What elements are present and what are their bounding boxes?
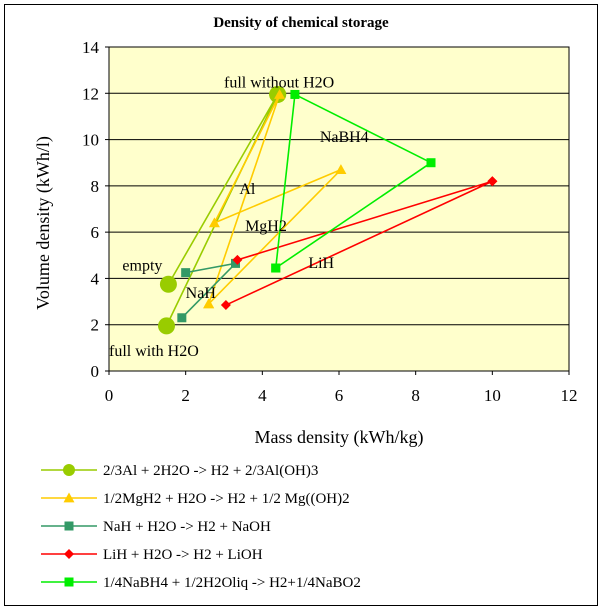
y-tick-label: 10 <box>82 131 99 150</box>
y-tick-label: 14 <box>82 38 100 57</box>
legend-label: 1/4NaBH4 + 1/2H2Oliq -> H2+1/4NaBO2 <box>103 575 361 591</box>
annotation-label: MgH2 <box>245 218 287 235</box>
legend-label: 2/3Al + 2H2O -> H2 + 2/3Al(OH)3 <box>103 463 318 479</box>
chart-frame: Density of chemical storage 0 2 4 6 8 10 12 14 0… <box>4 4 598 606</box>
data-point-circle <box>159 275 177 293</box>
data-point-diamond <box>487 176 498 187</box>
annotation-label: full with H2O <box>109 343 199 360</box>
data-point-square <box>426 158 436 168</box>
annotation-label: Al <box>239 181 256 198</box>
legend: 2/3Al + 2H2O -> H2 + 2/3Al(OH)3 1/2MgH2 +… <box>41 463 361 591</box>
legend-label: LiH + H2O -> H2 + LiOH <box>103 547 263 563</box>
data-point-square <box>64 521 74 531</box>
x-tick-label: 6 <box>335 386 344 405</box>
data-point-square <box>290 89 300 99</box>
y-tick-label: 6 <box>91 223 100 242</box>
annotation-label: NaH <box>186 285 217 302</box>
x-tick-label: 4 <box>258 386 267 405</box>
x-tick-label: 8 <box>411 386 420 405</box>
plot-area: 0 2 4 6 8 10 12 14 0 2 4 6 8 10 12 full without H2O NaBH… <box>82 38 578 405</box>
annotation-label: NaBH4 <box>320 129 369 146</box>
data-point-square <box>181 268 191 278</box>
data-point-square <box>231 258 240 268</box>
annotation-label: empty <box>122 257 162 274</box>
data-point-triangle <box>208 217 220 228</box>
x-tick-label: 10 <box>484 386 501 405</box>
x-axis-label: Mass density (kWh/kg) <box>255 427 424 448</box>
data-point-diamond <box>64 549 74 559</box>
data-point-square <box>64 577 74 587</box>
data-point-square <box>177 313 187 323</box>
plot-background <box>109 47 569 371</box>
data-point-diamond <box>220 300 231 311</box>
y-tick-label: 4 <box>91 269 100 288</box>
series-line <box>165 94 279 327</box>
chart-svg: Density of chemical storage 024681012140… <box>33 15 578 591</box>
y-axis-label: Volume density (kWh/l) <box>33 136 54 310</box>
x-tick-label: 12 <box>561 386 578 405</box>
x-tick-label: 0 <box>105 386 114 405</box>
series-line <box>274 93 433 269</box>
y-tick-label: 2 <box>91 316 100 335</box>
annotation-label: LiH <box>308 255 334 272</box>
x-tick-label: 2 <box>181 386 190 405</box>
plot-border <box>108 46 570 372</box>
data-point-triangle <box>335 164 347 175</box>
data-point-circle <box>63 464 75 476</box>
y-tick-label: 0 <box>91 362 100 381</box>
data-point-square <box>271 263 281 273</box>
data-point-triangle <box>63 492 75 503</box>
legend-label: NaH + H2O -> H2 + NaOH <box>103 519 271 535</box>
y-tick-label: 12 <box>82 84 99 103</box>
data-point-triangle <box>274 88 286 99</box>
y-tick-label: 8 <box>91 177 100 196</box>
chart-title: Density of chemical storage <box>213 15 389 31</box>
data-point-triangle <box>203 298 215 309</box>
legend-label: 1/2MgH2 + H2O -> H2 + 1/2 Mg((OH)2 <box>103 491 350 507</box>
series-line <box>225 180 493 306</box>
data-point-circle <box>158 317 175 335</box>
annotation-label: full without H2O <box>224 75 334 92</box>
